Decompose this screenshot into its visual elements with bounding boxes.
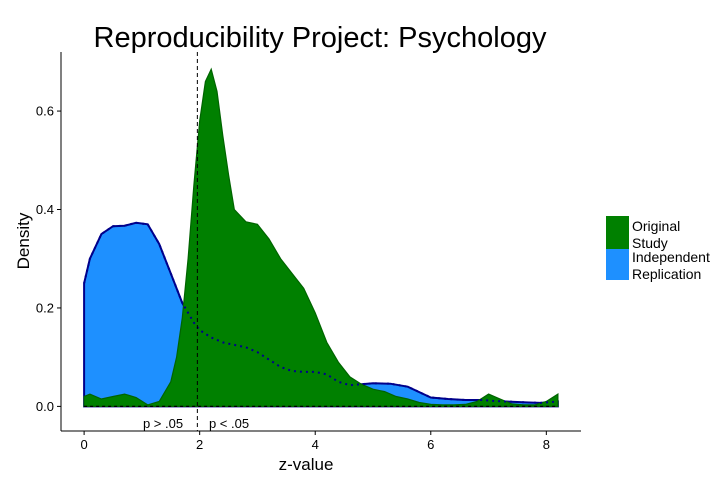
y-axis-title: Density [14, 212, 33, 269]
chart-title: Reproducibility Project: Psychology [94, 22, 547, 54]
legend: Original Study Independent Replication [606, 216, 710, 282]
x-tick-label: 6 [427, 437, 434, 452]
annotation-p-greater: p > .05 [143, 416, 183, 431]
x-tick-label: 2 [196, 437, 203, 452]
x-tick-label: 0 [80, 437, 87, 452]
legend-label-replication-line1: Independent [632, 249, 710, 265]
legend-swatch-original [606, 216, 629, 249]
axis-ticks: 0 2 4 6 8 0.0 0.2 0.4 0.6 [36, 104, 550, 452]
legend-swatch-replication [606, 249, 629, 280]
x-tick-label: 8 [543, 437, 550, 452]
y-tick-label: 0.2 [36, 300, 54, 315]
annotation-p-less: p < .05 [209, 416, 249, 431]
legend-label-replication-line2: Replication [632, 266, 701, 282]
original-density-area [83, 67, 559, 407]
y-tick-label: 0.4 [36, 202, 54, 217]
x-axis-title: z-value [279, 455, 334, 474]
plot-area [83, 52, 559, 431]
legend-label-original-line1: Original [632, 218, 680, 234]
replication-density-outline [83, 221, 558, 404]
y-tick-label: 0.0 [36, 399, 54, 414]
y-tick-label: 0.6 [36, 104, 54, 119]
legend-label-original-line2: Study [632, 235, 668, 251]
x-tick-label: 4 [312, 437, 319, 452]
